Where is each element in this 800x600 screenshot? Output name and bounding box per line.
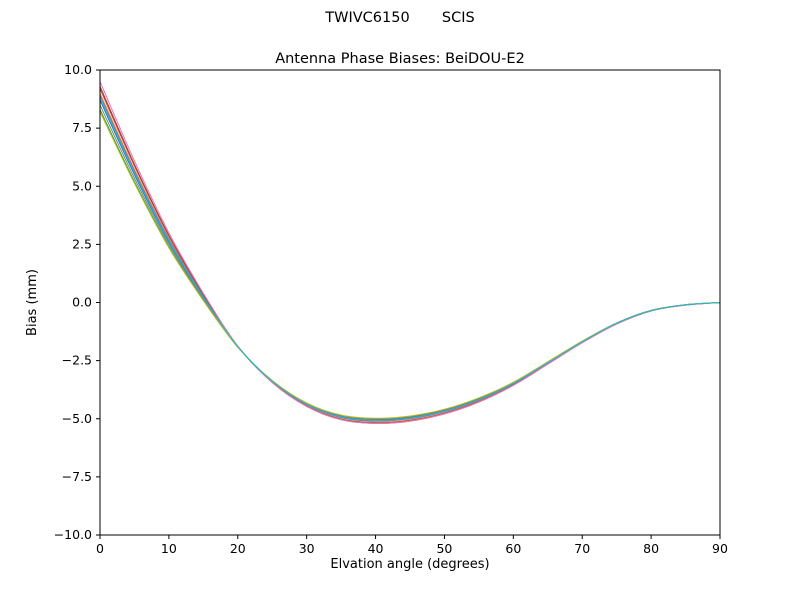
y-tick-label: 2.5 <box>72 236 92 251</box>
y-tick-label: 0.0 <box>72 295 92 310</box>
plot-area <box>99 81 721 424</box>
series-line-line-02 <box>99 92 721 423</box>
plot-frame <box>99 69 721 536</box>
x-tick-label: 10 <box>161 541 177 556</box>
x-tick-label: 40 <box>368 541 384 556</box>
series-line-line-07 <box>99 81 721 424</box>
x-tick-label: 30 <box>299 541 315 556</box>
x-tick-label: 60 <box>505 541 521 556</box>
axis-ticks: 0 10 20 30 40 50 60 70 80 90 −10.0 −7.5 −5.0 −2.5 0.0 2… <box>54 62 728 556</box>
y-tick-label: 5.0 <box>72 178 92 193</box>
y-tick-label: 10.0 <box>64 62 92 77</box>
y-tick-label: −5.0 <box>62 411 92 426</box>
chart-title: Antenna Phase Biases: BeiDOU-E2 <box>275 51 525 67</box>
x-axis-label: Elvation angle (degrees) <box>330 557 489 572</box>
series-line-line-04 <box>99 85 721 424</box>
series-line-line-03 <box>99 109 721 420</box>
series-line-line-05 <box>99 95 721 422</box>
y-tick-label: 7.5 <box>72 120 92 135</box>
series-line-line-08 <box>99 104 721 420</box>
series-line-line-06 <box>99 88 721 424</box>
chart-suptitle: TWIVC6150 SCIS <box>324 10 475 26</box>
series-line-line-10 <box>99 97 721 421</box>
x-tick-label: 70 <box>574 541 590 556</box>
y-tick-label: −7.5 <box>62 469 92 484</box>
x-tick-label: 80 <box>643 541 659 556</box>
y-tick-label: −2.5 <box>62 353 92 368</box>
x-tick-label: 90 <box>712 541 728 556</box>
y-tick-label: −10.0 <box>54 527 92 542</box>
x-tick-label: 20 <box>230 541 246 556</box>
x-tick-label: 0 <box>96 541 104 556</box>
series-line-line-01 <box>99 99 721 421</box>
series-line-line-09 <box>99 111 721 419</box>
y-axis-label: Bias (mm) <box>25 269 40 336</box>
x-tick-label: 50 <box>436 541 452 556</box>
